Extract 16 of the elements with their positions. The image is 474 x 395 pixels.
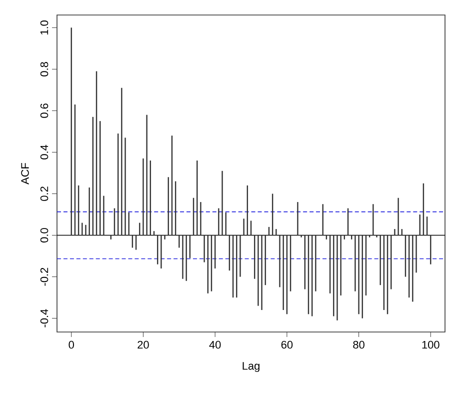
x-tick-label: 0 — [68, 340, 74, 349]
y-tick-label: -0.2 — [40, 268, 48, 286]
y-tick-label: 0.4 — [40, 144, 48, 160]
y-axis-title: ACF — [21, 162, 29, 184]
y-tick-label: -0.4 — [40, 309, 48, 328]
y-tick-label: 0.0 — [40, 228, 48, 242]
y-tick-label: 0.2 — [40, 186, 48, 201]
x-tick-label: 100 — [422, 340, 440, 349]
x-axis-title: Lag — [242, 362, 260, 372]
x-tick-label: 40 — [209, 340, 221, 349]
y-tick-label: 0.8 — [40, 62, 48, 76]
y-tick-label: 1.0 — [40, 20, 48, 34]
y-tick-label: 0.6 — [40, 104, 48, 118]
x-tick-label: 60 — [281, 340, 293, 349]
x-tick-label: 80 — [353, 340, 364, 349]
x-tick-label: 20 — [138, 340, 149, 349]
